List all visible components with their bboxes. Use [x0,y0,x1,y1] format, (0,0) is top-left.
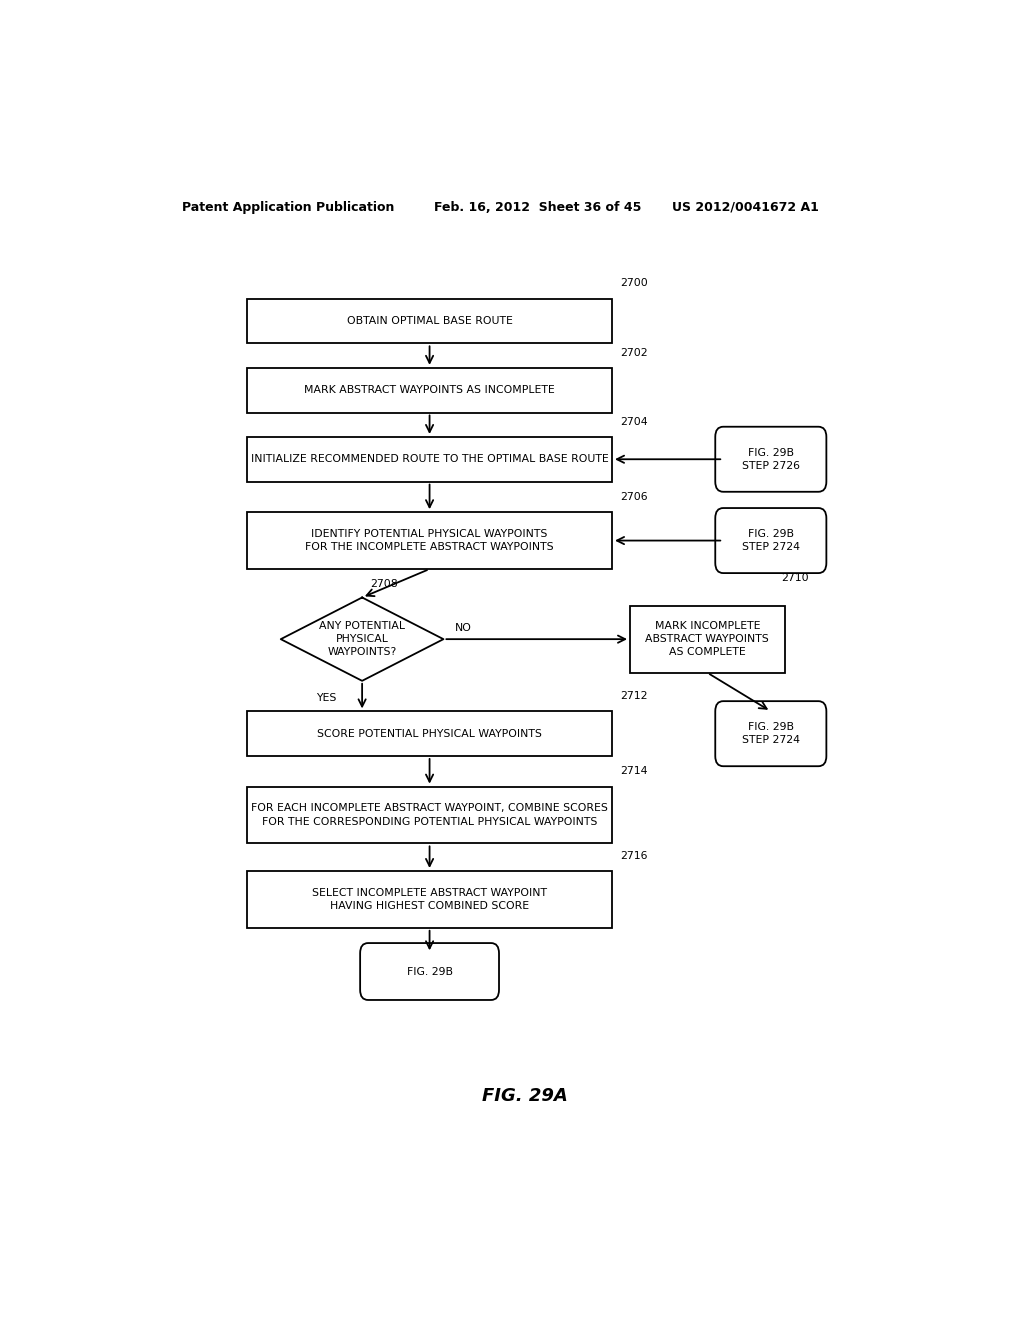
Text: Feb. 16, 2012  Sheet 36 of 45: Feb. 16, 2012 Sheet 36 of 45 [433,201,641,214]
FancyBboxPatch shape [360,942,499,1001]
FancyBboxPatch shape [247,437,612,482]
Text: FIG. 29B
STEP 2724: FIG. 29B STEP 2724 [741,529,800,552]
Text: US 2012/0041672 A1: US 2012/0041672 A1 [672,201,818,214]
FancyBboxPatch shape [247,787,612,843]
Text: 2702: 2702 [620,347,647,358]
FancyBboxPatch shape [247,298,612,343]
Text: OBTAIN OPTIMAL BASE ROUTE: OBTAIN OPTIMAL BASE ROUTE [347,315,512,326]
Text: SCORE POTENTIAL PHYSICAL WAYPOINTS: SCORE POTENTIAL PHYSICAL WAYPOINTS [317,729,542,739]
Text: 2710: 2710 [780,573,808,583]
Text: MARK INCOMPLETE
ABSTRACT WAYPOINTS
AS COMPLETE: MARK INCOMPLETE ABSTRACT WAYPOINTS AS CO… [645,620,769,657]
Text: FIG. 29B
STEP 2724: FIG. 29B STEP 2724 [741,722,800,746]
FancyBboxPatch shape [247,368,612,412]
Text: ANY POTENTIAL
PHYSICAL
WAYPOINTS?: ANY POTENTIAL PHYSICAL WAYPOINTS? [319,620,406,657]
Text: FOR EACH INCOMPLETE ABSTRACT WAYPOINT, COMBINE SCORES
FOR THE CORRESPONDING POTE: FOR EACH INCOMPLETE ABSTRACT WAYPOINT, C… [251,804,608,826]
Text: FIG. 29B: FIG. 29B [407,966,453,977]
FancyBboxPatch shape [715,508,826,573]
Text: INITIALIZE RECOMMENDED ROUTE TO THE OPTIMAL BASE ROUTE: INITIALIZE RECOMMENDED ROUTE TO THE OPTI… [251,454,608,465]
Text: 2716: 2716 [620,850,647,861]
Text: 2712: 2712 [620,692,647,701]
Text: NO: NO [455,623,472,634]
Text: FIG. 29B
STEP 2726: FIG. 29B STEP 2726 [741,447,800,471]
Text: MARK ABSTRACT WAYPOINTS AS INCOMPLETE: MARK ABSTRACT WAYPOINTS AS INCOMPLETE [304,385,555,395]
FancyBboxPatch shape [247,711,612,756]
FancyBboxPatch shape [630,606,784,673]
Text: 2706: 2706 [620,492,647,502]
Text: 2700: 2700 [620,279,648,289]
Text: IDENTIFY POTENTIAL PHYSICAL WAYPOINTS
FOR THE INCOMPLETE ABSTRACT WAYPOINTS: IDENTIFY POTENTIAL PHYSICAL WAYPOINTS FO… [305,529,554,552]
Text: 2708: 2708 [370,579,397,589]
FancyBboxPatch shape [715,701,826,766]
Text: YES: YES [316,693,337,704]
FancyBboxPatch shape [247,512,612,569]
Text: 2714: 2714 [620,767,647,776]
Text: Patent Application Publication: Patent Application Publication [182,201,394,214]
Text: SELECT INCOMPLETE ABSTRACT WAYPOINT
HAVING HIGHEST COMBINED SCORE: SELECT INCOMPLETE ABSTRACT WAYPOINT HAVI… [312,888,547,911]
Text: FIG. 29A: FIG. 29A [482,1086,567,1105]
FancyBboxPatch shape [247,871,612,928]
Text: 2704: 2704 [620,417,647,426]
FancyBboxPatch shape [715,426,826,492]
